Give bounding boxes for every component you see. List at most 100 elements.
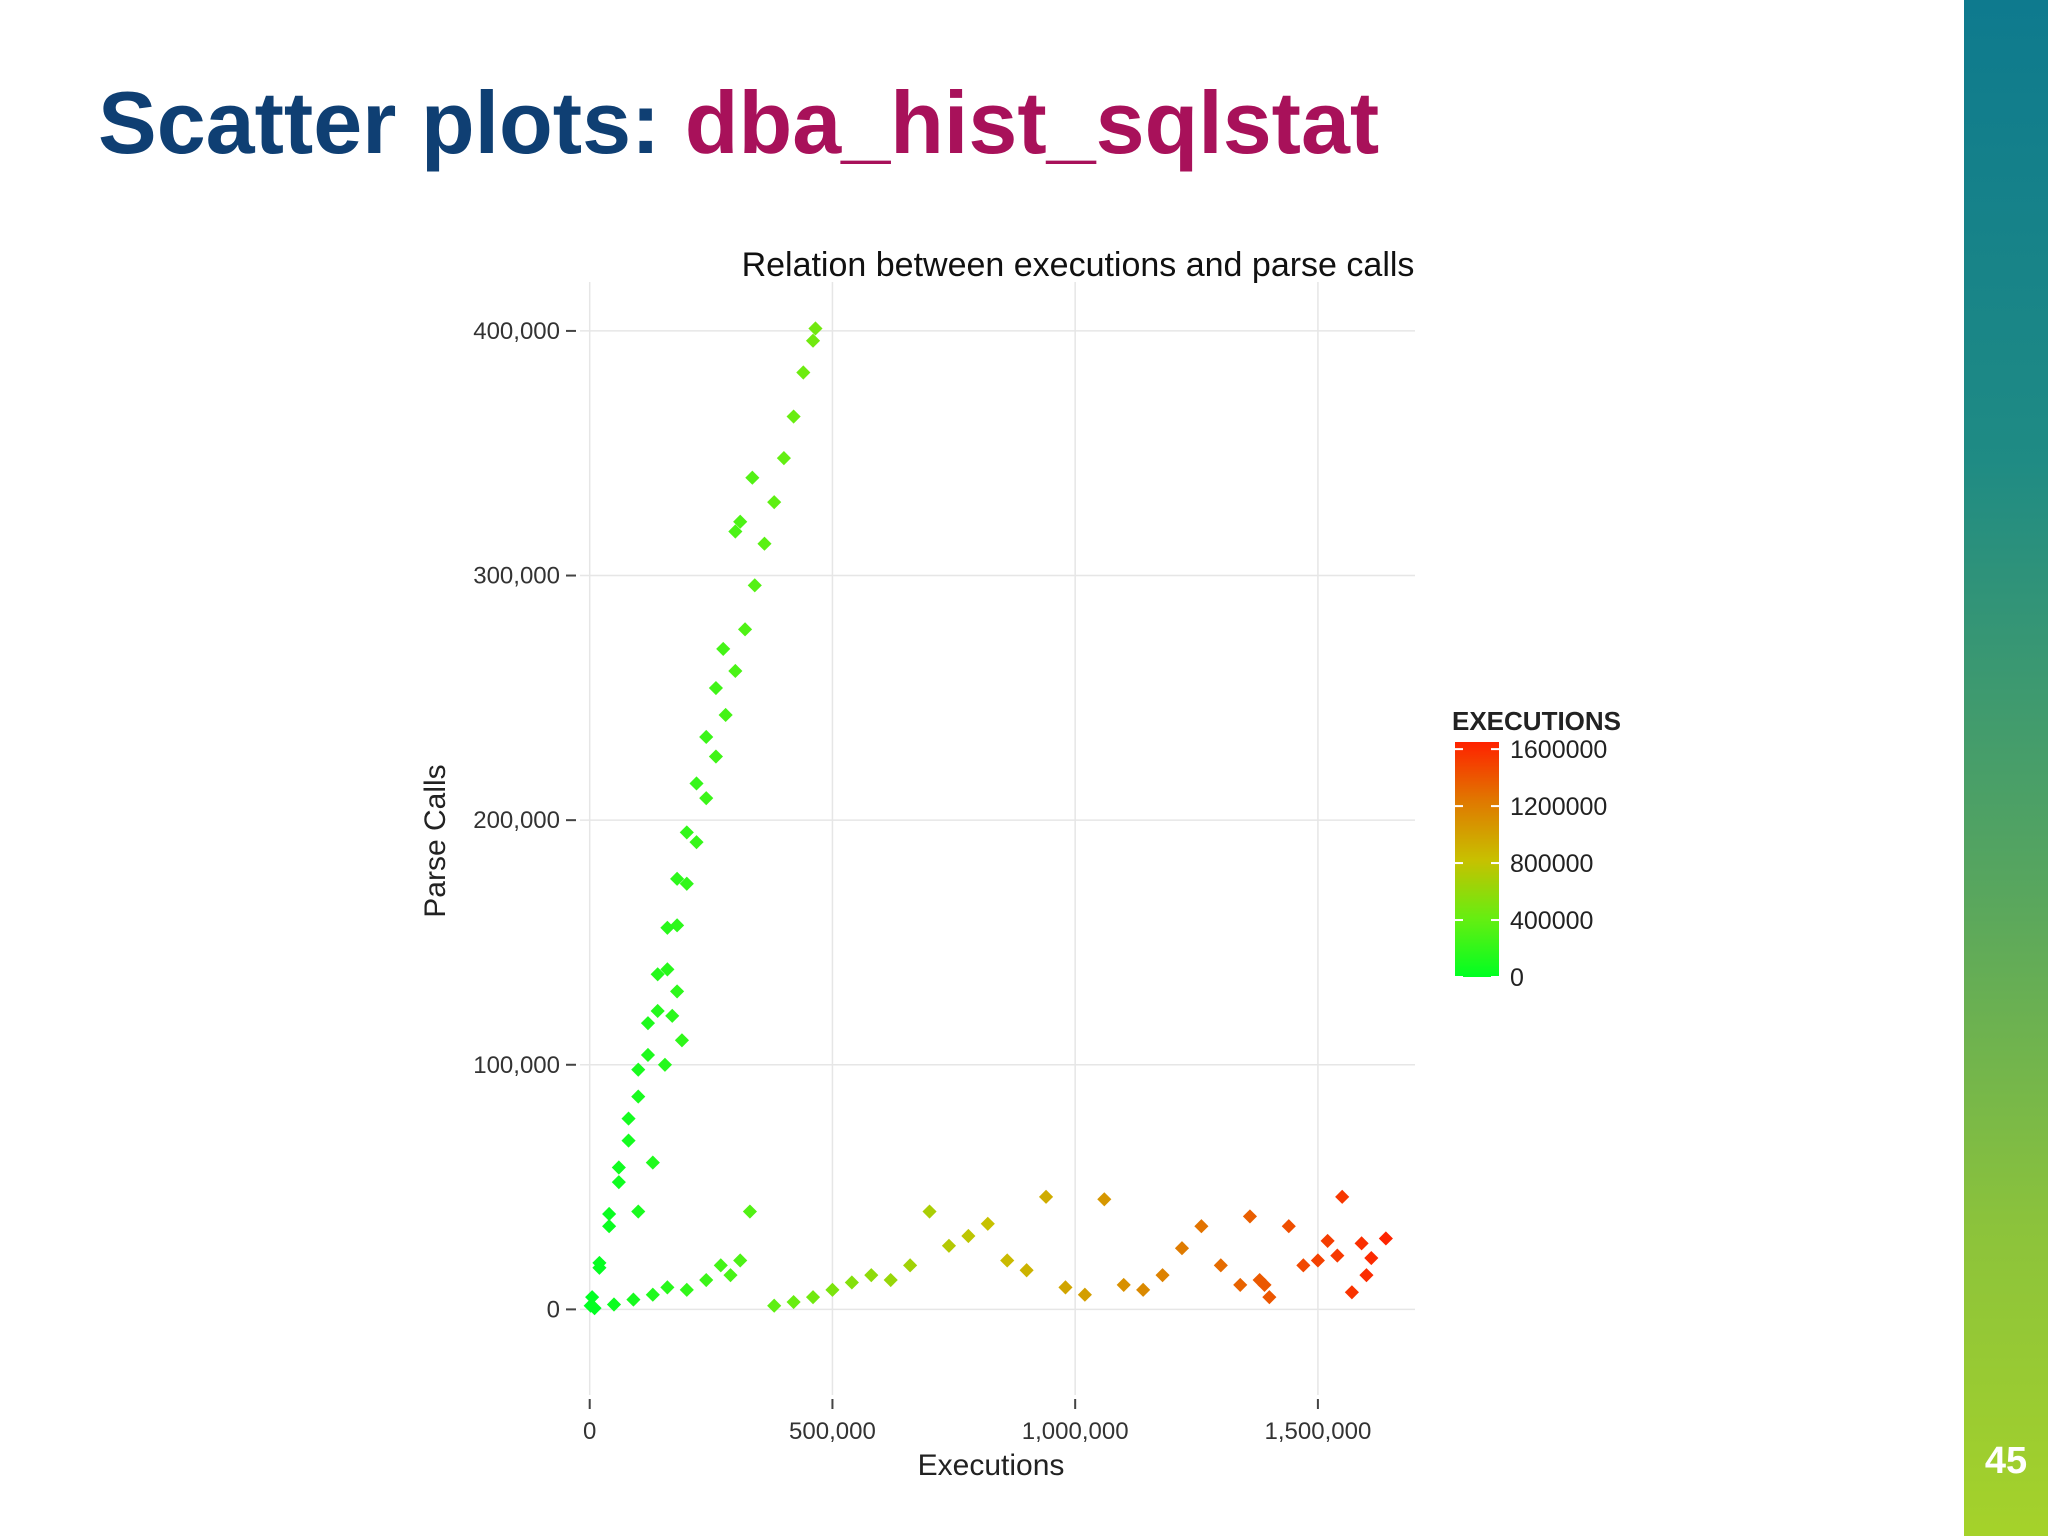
data-point xyxy=(699,729,714,745)
legend-ticks: 0 400000 800000 1200000 1600000 xyxy=(1455,736,1607,992)
data-point xyxy=(786,1294,801,1310)
data-point xyxy=(1058,1280,1073,1295)
y-tick-label: 200,000 xyxy=(473,807,560,834)
data-point xyxy=(640,1016,656,1031)
data-point xyxy=(961,1228,976,1244)
data-point xyxy=(786,409,801,424)
data-point xyxy=(665,1008,680,1023)
data-point xyxy=(1281,1219,1296,1234)
legend-title: EXECUTIONS xyxy=(1452,706,1621,736)
data-point xyxy=(1378,1231,1393,1246)
data-point xyxy=(650,1003,665,1019)
x-tick-label: 1,500,000 xyxy=(1265,1418,1372,1445)
data-point xyxy=(1354,1236,1369,1251)
data-point xyxy=(733,1253,748,1268)
slide-title-table-name: dba_hist_sqlstat xyxy=(684,73,1380,172)
data-point xyxy=(621,1111,636,1126)
x-tick-label: 500,000 xyxy=(789,1418,876,1445)
data-point xyxy=(699,1272,714,1288)
slide-title-prefix: Scatter plots: xyxy=(98,73,685,172)
data-point xyxy=(1296,1258,1311,1273)
data-point xyxy=(1077,1287,1092,1302)
scatter-chart: Relation between executions and parse ca… xyxy=(419,246,1621,1482)
data-point xyxy=(660,962,675,977)
data-point xyxy=(1359,1268,1374,1283)
data-point xyxy=(716,641,731,656)
legend-tick-label: 0 xyxy=(1510,964,1524,992)
data-point xyxy=(805,1290,821,1305)
data-point xyxy=(670,918,685,933)
data-point xyxy=(1364,1250,1379,1266)
data-point xyxy=(689,776,704,791)
data-point xyxy=(1213,1258,1228,1273)
data-point xyxy=(1335,1189,1350,1204)
data-points xyxy=(583,321,1393,1316)
data-point xyxy=(1330,1248,1345,1263)
data-point xyxy=(728,524,743,539)
data-point xyxy=(1116,1277,1131,1292)
data-point xyxy=(645,1287,660,1302)
data-point xyxy=(631,1089,646,1104)
data-point xyxy=(1155,1268,1170,1283)
legend-tick-label: 1600000 xyxy=(1510,736,1607,764)
data-point xyxy=(747,578,762,593)
data-point xyxy=(745,470,760,485)
data-point xyxy=(708,680,724,696)
data-point xyxy=(776,451,791,466)
legend-tick-label: 400000 xyxy=(1510,907,1593,935)
data-point xyxy=(733,514,748,529)
data-point xyxy=(883,1272,898,1288)
data-point xyxy=(742,1204,757,1219)
data-point xyxy=(640,1047,656,1063)
data-point xyxy=(670,871,685,886)
data-point xyxy=(922,1204,937,1219)
data-point xyxy=(670,984,685,999)
data-point xyxy=(621,1133,636,1148)
y-axis-title: Parse Calls xyxy=(419,764,452,917)
data-point xyxy=(737,622,753,637)
data-point xyxy=(592,1255,607,1270)
data-point xyxy=(689,835,704,850)
data-point xyxy=(1038,1189,1054,1204)
data-point xyxy=(757,536,772,551)
data-point xyxy=(679,876,694,891)
data-point xyxy=(1136,1282,1151,1297)
data-point xyxy=(1019,1263,1034,1278)
page-number: 45 xyxy=(1984,1440,2028,1482)
data-point xyxy=(1344,1285,1359,1300)
y-tick-label: 300,000 xyxy=(473,563,560,590)
data-point xyxy=(585,1290,600,1305)
side-gradient-bar xyxy=(1964,0,2048,1536)
x-axis-title: Executions xyxy=(918,1449,1065,1482)
data-point xyxy=(808,321,823,336)
data-point xyxy=(1242,1209,1258,1224)
data-point xyxy=(708,749,724,764)
color-legend: EXECUTIONS 0 400000 800000 1200000 1600000 xyxy=(1452,706,1621,992)
y-tick-label: 0 xyxy=(547,1296,560,1323)
data-point xyxy=(1000,1253,1015,1268)
data-point xyxy=(602,1206,617,1222)
data-point xyxy=(1097,1192,1112,1207)
data-point xyxy=(645,1155,660,1170)
data-point xyxy=(679,1282,694,1297)
x-tick-label: 1,000,000 xyxy=(1022,1418,1129,1445)
data-point xyxy=(660,920,675,935)
data-point xyxy=(941,1238,957,1253)
grid-lines xyxy=(580,282,1415,1395)
data-point xyxy=(1320,1233,1335,1248)
data-point xyxy=(767,495,782,510)
data-point xyxy=(864,1268,879,1283)
data-point xyxy=(728,663,743,679)
axis-ticks: 0 500,000 1,000,000 1,500,000 0 100,000 200,00… xyxy=(473,318,1371,1445)
data-point xyxy=(903,1258,918,1273)
data-point xyxy=(660,1280,675,1295)
y-tick-label: 400,000 xyxy=(473,318,560,345)
data-point xyxy=(674,1033,690,1048)
x-tick-label: 0 xyxy=(583,1418,596,1445)
data-point xyxy=(1174,1241,1190,1256)
data-point xyxy=(844,1275,859,1290)
data-point xyxy=(723,1268,738,1283)
legend-tick-label: 800000 xyxy=(1510,850,1593,878)
data-point xyxy=(1194,1219,1209,1234)
data-point xyxy=(767,1298,782,1313)
